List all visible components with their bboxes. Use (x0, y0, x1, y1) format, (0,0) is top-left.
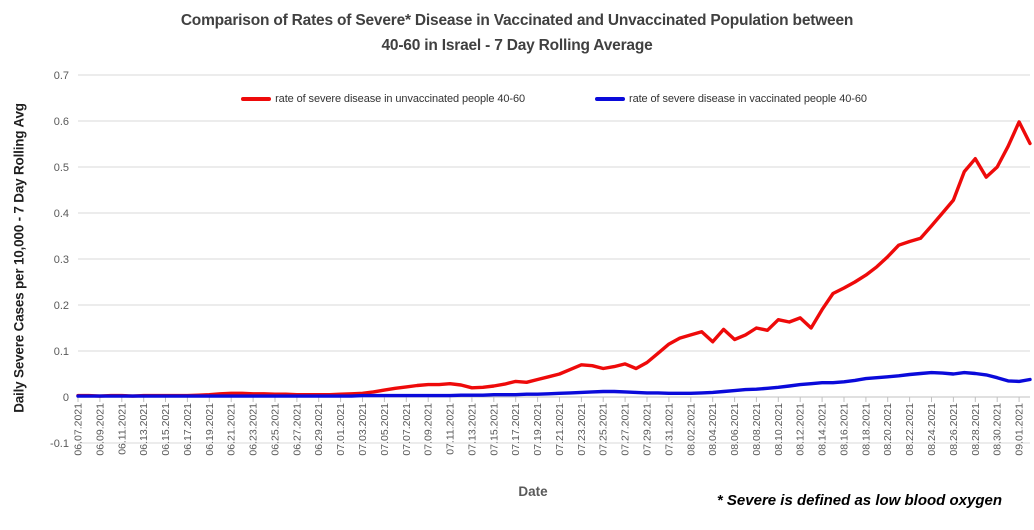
x-tick-label: 08.08.2021 (751, 403, 763, 456)
x-tick-label: 07.01.2021 (335, 403, 347, 456)
x-tick-label: 07.03.2021 (357, 403, 369, 456)
y-tick-label: 0.1 (54, 346, 69, 358)
x-tick-label: 06.23.2021 (248, 403, 260, 456)
x-tick-label: 07.21.2021 (554, 403, 566, 456)
x-tick-label: 08.18.2021 (860, 403, 872, 456)
chart-title-line2: 40-60 in Israel - 7 Day Rolling Average (381, 36, 653, 54)
x-tick-label: 06.25.2021 (270, 403, 282, 456)
x-tick-label: 06.21.2021 (226, 403, 238, 456)
x-tick-label: 08.30.2021 (992, 403, 1004, 456)
x-axis-title: Date (518, 484, 548, 499)
x-tick-label: 07.17.2021 (510, 403, 522, 456)
x-tick-label: 06.17.2021 (182, 403, 194, 456)
chart-title: Comparison of Rates of Severe* Disease i… (0, 9, 1034, 59)
x-tick-label: 07.11.2021 (445, 403, 457, 455)
x-tick-label: 07.07.2021 (401, 403, 413, 456)
y-tick-label: 0.6 (54, 116, 69, 128)
x-tick-label: 09.01.2021 (1014, 403, 1026, 456)
x-tick-label: 08.06.2021 (729, 403, 741, 456)
x-tick-label: 06.29.2021 (313, 403, 325, 456)
x-tick-label: 08.12.2021 (795, 403, 807, 456)
x-tick-label: 07.13.2021 (466, 403, 478, 456)
legend-label-unvaccinated: rate of severe disease in unvaccinated p… (275, 93, 526, 105)
y-tick-label: 0.7 (54, 70, 69, 82)
x-tick-label: 08.26.2021 (948, 403, 960, 456)
y-tick-label: 0.3 (54, 254, 69, 266)
y-tick-label: -0.1 (50, 438, 69, 450)
x-tick-label: 07.31.2021 (663, 403, 675, 456)
x-tick-label: 08.20.2021 (882, 403, 894, 456)
chart-title-line1: Comparison of Rates of Severe* Disease i… (180, 12, 854, 29)
x-tick-label: 08.10.2021 (773, 403, 785, 456)
x-tick-label: 06.15.2021 (160, 403, 172, 456)
x-tick-label: 07.25.2021 (598, 403, 610, 456)
x-tick-label: 07.15.2021 (488, 403, 500, 456)
legend-item-vaccinated: rate of severe disease in vaccinated peo… (595, 93, 867, 105)
x-tick-label: 08.14.2021 (817, 403, 829, 456)
y-tick-label: 0.4 (54, 208, 69, 220)
legend: rate of severe disease in unvaccinated p… (78, 93, 1030, 105)
x-tick-label: 06.13.2021 (138, 403, 150, 456)
x-tick-label: 06.07.2021 (73, 403, 85, 456)
x-tick-label: 08.02.2021 (685, 403, 697, 456)
vaccinated-line-swatch (595, 97, 626, 101)
x-tick-label: 07.19.2021 (532, 403, 544, 456)
x-tick-label: 06.27.2021 (291, 403, 303, 456)
unvaccinated-line-swatch (241, 97, 272, 101)
y-tick-label: 0 (63, 392, 69, 404)
x-tick-label: 08.24.2021 (926, 403, 938, 456)
x-tick-label: 07.29.2021 (642, 403, 654, 456)
vaccinated-line (76, 370, 1032, 398)
unvaccinated-line (76, 120, 1032, 398)
x-tick-label: 08.04.2021 (707, 403, 719, 456)
x-tick-label: 06.19.2021 (204, 403, 216, 456)
x-tick-label: 07.05.2021 (379, 403, 391, 456)
x-tick-label: 07.23.2021 (576, 403, 588, 456)
x-tick-label: 08.22.2021 (904, 403, 916, 456)
x-tick-label: 08.16.2021 (839, 403, 851, 456)
x-tick-label: 07.27.2021 (620, 403, 632, 456)
y-tick-label: 0.2 (54, 300, 69, 312)
legend-item-unvaccinated: rate of severe disease in unvaccinated p… (241, 93, 525, 105)
x-tick-label: 06.09.2021 (94, 403, 106, 456)
x-tick-label: 07.09.2021 (423, 403, 435, 456)
footnote: * Severe is defined as low blood oxygen (716, 492, 1002, 509)
x-tick-label: 06.11.2021 (116, 403, 128, 455)
legend-label-vaccinated: rate of severe disease in vaccinated peo… (629, 93, 867, 105)
y-tick-label: 0.5 (54, 162, 69, 174)
x-tick-label: 08.28.2021 (970, 403, 982, 456)
